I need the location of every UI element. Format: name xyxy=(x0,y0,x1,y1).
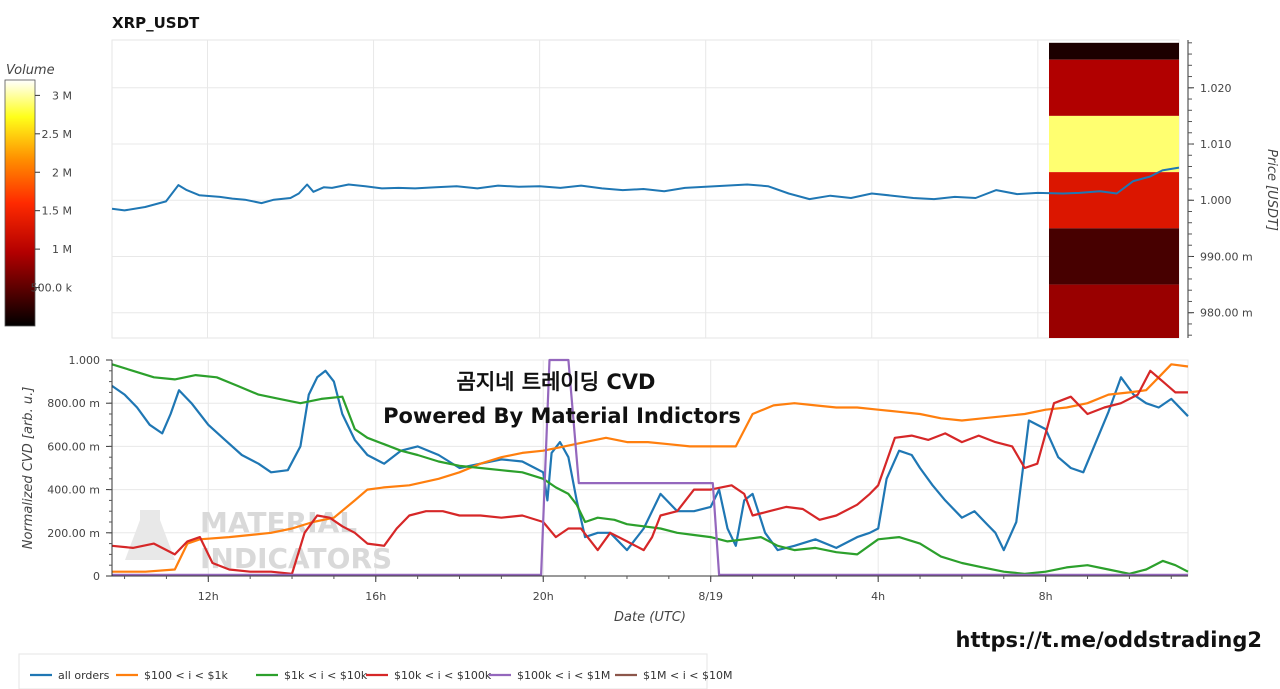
heatmap-cell-1 xyxy=(1049,59,1179,116)
price-line xyxy=(111,166,1180,212)
colorbar-tick-label-3: 2 M xyxy=(52,166,72,179)
colorbar-tick-label-0: 500.0 k xyxy=(31,282,73,295)
legend-items: all orders $100 < i < $1k $1k < i < $10k $1… xyxy=(30,669,732,682)
cvd-line-1 xyxy=(112,363,1189,573)
legend-label-0: all orders xyxy=(58,669,110,682)
price-chart-title: XRP_USDT xyxy=(112,14,200,32)
telegram-link[interactable]: https://t.me/oddstrading2 xyxy=(956,628,1263,652)
cvd-x-tick-label-0: 12h xyxy=(198,590,219,603)
price-series xyxy=(111,166,1180,212)
price-tick-label-2: 1.000 xyxy=(1200,194,1232,207)
legend-label-5: $1M < i < $10M xyxy=(643,669,732,682)
cvd-y-axis-label: Normalized CVD [arb. u.] xyxy=(21,387,36,550)
legend-label-2: $1k < i < $10k xyxy=(284,669,368,682)
colorbar-ticks: 500.0 k 1 M 1.5 M 2 M 2.5 M 3 M xyxy=(31,89,73,294)
cvd-x-tick-label-3: 8/19 xyxy=(698,590,723,603)
cvd-x-axis-label: Date (UTC) xyxy=(614,610,686,625)
cvd-x-tick-label-1: 16h xyxy=(365,590,386,603)
price-y-axis: 980.00 m 990.00 m 1.000 1.010 1.020 xyxy=(1187,40,1253,338)
heatmap-cell-3 xyxy=(1049,172,1179,229)
price-panel: XRP_USDT 980.00 m 990.00 m 1.000 1.010 1.020… xyxy=(111,14,1279,339)
heatmap-cell-5 xyxy=(1049,284,1179,338)
colorbar-tick-label-4: 2.5 M xyxy=(42,128,72,141)
cvd-y-axis: 0 200.00 m 400.00 m 600.00 m 800.00 m 1.000 xyxy=(47,354,113,583)
volume-colorbar: Volume 500.0 k 1 M 1.5 M 2 M 2.5 M 3 M xyxy=(4,63,73,327)
legend: all orders $100 < i < $1k $1k < i < $10k $1… xyxy=(18,653,732,689)
colorbar-title: Volume xyxy=(6,63,55,78)
heatmap-cell-2 xyxy=(1049,115,1179,173)
overlay-title-line1: 곰지네 트레이딩 CVD xyxy=(457,370,656,394)
legend-label-1: $100 < i < $1k xyxy=(144,669,228,682)
cvd-line-0 xyxy=(111,369,1189,552)
price-tick-label-4: 1.020 xyxy=(1200,82,1232,95)
cvd-y-tick-label-1: 200.00 m xyxy=(47,527,100,540)
overlay-title-line2: Powered By Material Indictors xyxy=(383,404,741,428)
watermark-line1: MATERIAL xyxy=(200,506,357,539)
cvd-series xyxy=(111,358,1189,577)
legend-label-3: $10k < i < $100k xyxy=(394,669,492,682)
heatmap-cell-0 xyxy=(1049,42,1179,60)
cvd-y-tick-label-4: 800.00 m xyxy=(47,397,100,410)
heatmap-cell-4 xyxy=(1049,228,1179,285)
cvd-y-tick-label-5: 1.000 xyxy=(69,354,101,367)
cvd-line-3 xyxy=(111,369,1188,575)
price-grid xyxy=(112,40,1179,338)
cvd-line-2 xyxy=(111,363,1189,575)
price-tick-label-1: 990.00 m xyxy=(1200,250,1253,263)
cvd-y-tick-label-3: 600.00 m xyxy=(47,440,100,453)
cvd-x-tick-label-2: 20h xyxy=(533,590,554,603)
legend-label-4: $100k < i < $1M xyxy=(517,669,610,682)
price-tick-label-3: 1.010 xyxy=(1200,138,1232,151)
price-tick-label-0: 980.00 m xyxy=(1200,307,1253,320)
volume-heatmap xyxy=(1049,42,1179,338)
cvd-y-tick-label-0: 0 xyxy=(93,570,100,583)
colorbar-gradient xyxy=(4,79,36,327)
cvd-x-axis: 12h 16h 20h 8/19 4h 8h xyxy=(112,575,1188,603)
cvd-x-tick-label-5: 8h xyxy=(1039,590,1053,603)
cvd-x-tick-label-4: 4h xyxy=(871,590,885,603)
colorbar-tick-label-1: 1 M xyxy=(52,243,72,256)
cvd-y-tick-label-2: 400.00 m xyxy=(47,484,100,497)
colorbar-tick-label-2: 1.5 M xyxy=(42,205,72,218)
cvd-line-4 xyxy=(112,358,1188,577)
legend-box xyxy=(18,653,708,689)
colorbar-tick-label-5: 3 M xyxy=(52,89,72,102)
price-y-axis-label: Price [USDT] xyxy=(1264,149,1279,231)
